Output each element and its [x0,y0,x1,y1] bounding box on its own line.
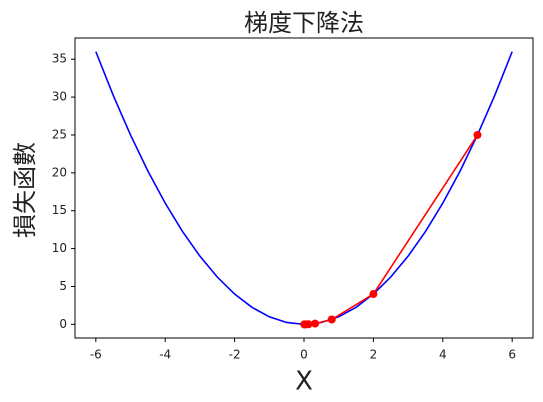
plot-frame [74,37,534,339]
point-marker [369,290,378,299]
x-tick-label: -6 [90,348,102,362]
x-tick-label: 2 [370,348,378,362]
x-tick-label: -2 [229,348,241,362]
y-tick-label: 5 [59,279,67,293]
y-tick-label: 0 [59,317,67,331]
y-axis-label: 損失函數 [11,142,39,238]
chart-title: 梯度下降法 [244,9,364,37]
y-tick-label: 35 [52,52,67,66]
point-marker [311,319,320,328]
y-tick-label: 10 [52,241,67,255]
point-marker [327,315,336,324]
series-line [304,134,479,326]
series-line [95,51,513,326]
x-axis-label: X [295,367,313,397]
y-tick-label: 20 [52,165,67,179]
x-tick-label: 6 [508,348,516,362]
x-tick-label: -4 [159,348,171,362]
y-tick-label: 30 [52,90,67,104]
x-tick-label: 4 [439,348,447,362]
y-tick-label: 25 [52,127,67,141]
x-tick-label: 0 [300,348,308,362]
point-marker [473,130,482,139]
y-tick-label: 15 [52,203,67,217]
point-marker [300,320,309,329]
